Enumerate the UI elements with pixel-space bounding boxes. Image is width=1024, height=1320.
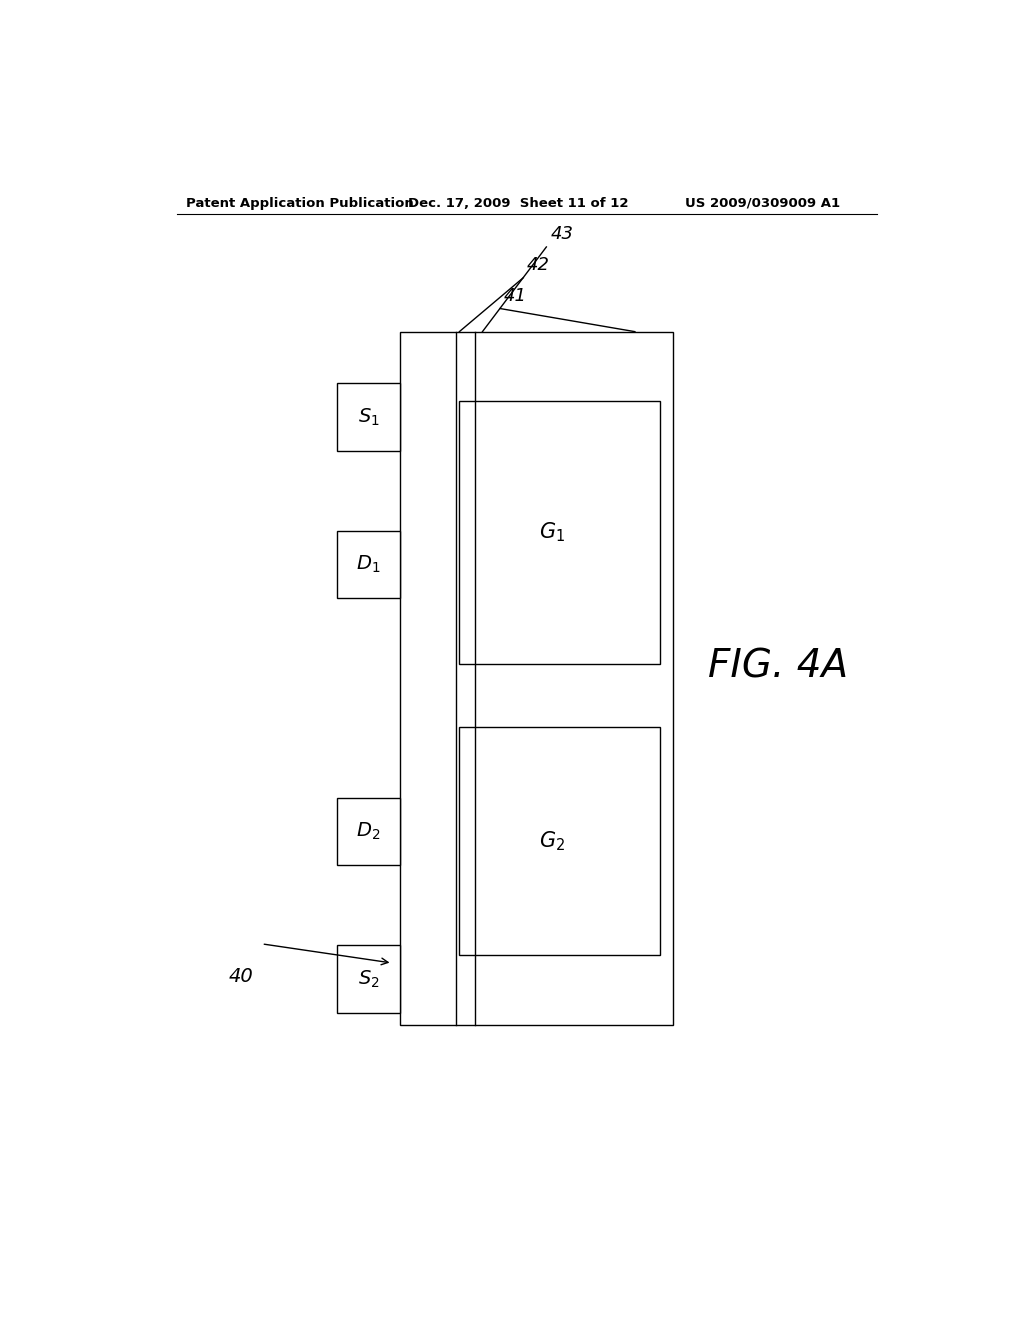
Text: $D_1$: $D_1$ <box>356 554 381 576</box>
Text: 42: 42 <box>527 256 550 275</box>
Text: 40: 40 <box>229 966 254 986</box>
Bar <box>337 383 400 451</box>
Bar <box>400 331 674 1024</box>
Text: 41: 41 <box>504 286 527 305</box>
Text: $G_1$: $G_1$ <box>539 521 565 544</box>
Text: $S_1$: $S_1$ <box>357 407 379 428</box>
Text: $S_2$: $S_2$ <box>357 969 379 990</box>
Text: $G_2$: $G_2$ <box>539 829 565 853</box>
Text: Dec. 17, 2009  Sheet 11 of 12: Dec. 17, 2009 Sheet 11 of 12 <box>408 197 629 210</box>
Bar <box>337 945 400 1014</box>
Bar <box>337 531 400 598</box>
Bar <box>337 797 400 866</box>
Text: 43: 43 <box>550 226 573 243</box>
Text: $D_2$: $D_2$ <box>356 821 381 842</box>
Text: FIG. 4A: FIG. 4A <box>708 648 848 685</box>
Bar <box>460 401 659 664</box>
Bar <box>460 726 659 956</box>
Text: Patent Application Publication: Patent Application Publication <box>186 197 414 210</box>
Text: US 2009/0309009 A1: US 2009/0309009 A1 <box>685 197 840 210</box>
